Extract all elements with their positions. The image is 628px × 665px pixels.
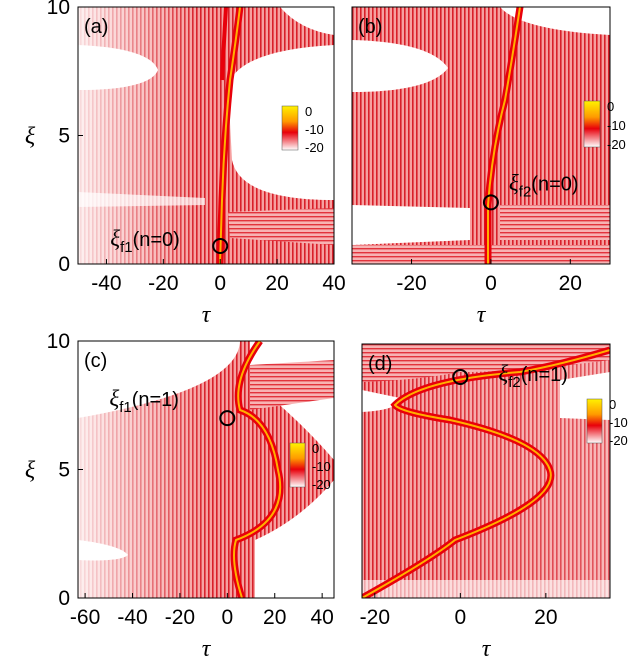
heatmap-d [362,344,610,598]
colorbar-tick-b: -20 [607,137,626,152]
y-tick-label-a: 5 [58,125,70,148]
panel-a [77,6,335,265]
y-tick-label-c: 10 [47,330,70,353]
x-tick-label-a: 0 [214,272,226,295]
y-axis-label-c: ξ [25,458,36,484]
heatmap-b [352,7,610,264]
x-axis-label-d: τ [482,636,492,662]
marker-circle-a [212,238,229,255]
x-tick-label-b: 0 [485,272,497,295]
annotation-c: ξf1(n=1) [109,386,179,416]
panel-c [77,340,335,599]
y-tick-label-c: 0 [58,587,70,610]
colorbar-tick-c: -10 [312,459,331,474]
marker-circle-d [452,369,469,386]
x-tick-label-b: -20 [396,272,426,295]
colorbar-d [586,398,603,444]
annotation-b: ξf2(n=0) [509,170,579,200]
x-tick-label-a: 20 [265,272,288,295]
x-tick-label-c: -20 [165,606,195,629]
colorbar-tick-a: -10 [305,122,324,137]
colorbar-tick-d: 0 [609,397,616,412]
colorbar-tick-b: -10 [607,118,626,133]
x-tick-label-c: -60 [70,606,100,629]
colorbar-tick-a: 0 [305,104,312,119]
y-tick-label-a: 10 [47,0,70,19]
colorbar-tick-c: -20 [312,477,331,492]
marker-circle-b [482,194,499,211]
y-tick-label-c: 5 [58,459,70,482]
panel-d [361,343,611,599]
x-tick-label-d: -20 [360,606,390,629]
x-axis-label-b: τ [477,302,487,328]
colorbar-tick-d: -10 [609,415,628,430]
x-tick-label-d: 0 [455,606,467,629]
y-axis-label-a: ξ [25,124,36,150]
annotation-d: ξf2(n=1) [498,361,568,391]
colorbar-tick-d: -20 [609,433,628,448]
x-tick-label-b: 20 [559,272,582,295]
x-axis-label-c: τ [202,636,212,662]
heatmap-c [78,341,334,598]
x-tick-label-d: 20 [534,606,557,629]
axes-frame-d [361,343,611,599]
axes-frame-b [351,6,611,265]
panel-label-a: (a) [84,16,108,38]
x-tick-label-c: 20 [263,606,286,629]
colorbar-c [289,442,306,488]
x-tick-label-a: -20 [148,272,178,295]
panel-label-d: (d) [368,353,392,375]
heatmap-a [78,7,334,264]
overlay: (a)-40 -20 0 20 40τ0510ξ0-10-20ξf1(n=0)(b)-2… [25,0,628,662]
colorbar-tick-a: -20 [305,140,324,155]
x-axis-label-a: τ [202,302,212,328]
colorbar-a [281,105,299,151]
marker-circle-c [219,410,236,427]
panel-label-b: (b) [358,16,382,38]
x-tick-label-c: -40 [117,606,147,629]
x-tick-label-c: 0 [221,606,233,629]
y-tick-label-a: 0 [58,253,70,276]
colorbar-b [583,100,601,148]
x-tick-label-c: 40 [310,606,333,629]
panel-b [351,6,611,265]
colorbar-tick-b: 0 [607,99,614,114]
panel-label-c: (c) [84,350,107,372]
colorbar-tick-c: 0 [312,441,319,456]
x-tick-label-a: -40 [91,272,121,295]
annotation-a: ξf1(n=0) [110,226,180,256]
x-tick-label-a: 40 [322,272,345,295]
